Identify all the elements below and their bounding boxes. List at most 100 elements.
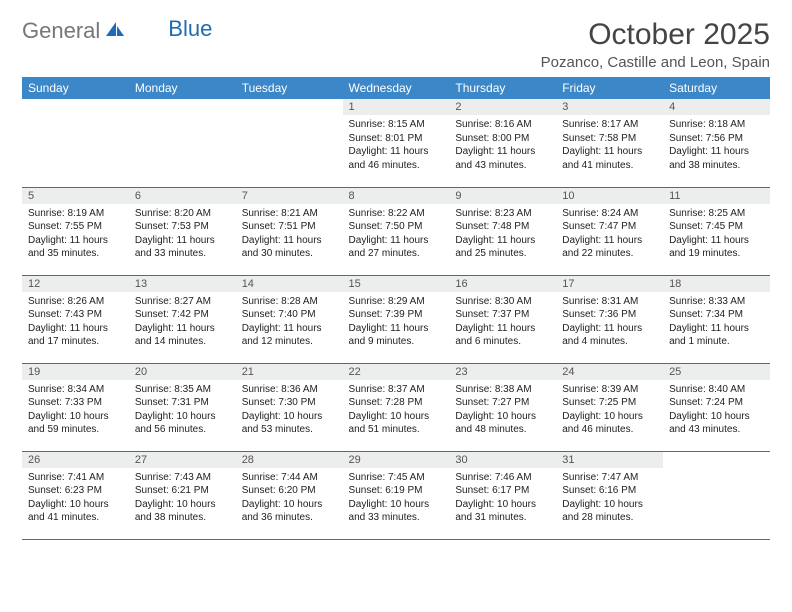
day-details: Sunrise: 8:40 AMSunset: 7:24 PMDaylight:… bbox=[663, 380, 770, 440]
weekday-header: Thursday bbox=[449, 77, 556, 99]
day-number: 25 bbox=[663, 364, 770, 380]
day-details: Sunrise: 8:24 AMSunset: 7:47 PMDaylight:… bbox=[556, 204, 663, 264]
calendar-cell: 7Sunrise: 8:21 AMSunset: 7:51 PMDaylight… bbox=[236, 187, 343, 275]
month-title: October 2025 bbox=[541, 18, 770, 52]
calendar-cell: 25Sunrise: 8:40 AMSunset: 7:24 PMDayligh… bbox=[663, 363, 770, 451]
day-details bbox=[663, 456, 770, 462]
calendar-row: 26Sunrise: 7:41 AMSunset: 6:23 PMDayligh… bbox=[22, 451, 770, 539]
calendar-cell: 8Sunrise: 8:22 AMSunset: 7:50 PMDaylight… bbox=[343, 187, 450, 275]
calendar-cell: 10Sunrise: 8:24 AMSunset: 7:47 PMDayligh… bbox=[556, 187, 663, 275]
day-details: Sunrise: 8:25 AMSunset: 7:45 PMDaylight:… bbox=[663, 204, 770, 264]
day-number: 18 bbox=[663, 276, 770, 292]
calendar-row: 19Sunrise: 8:34 AMSunset: 7:33 PMDayligh… bbox=[22, 363, 770, 451]
calendar-cell: 28Sunrise: 7:44 AMSunset: 6:20 PMDayligh… bbox=[236, 451, 343, 539]
day-details: Sunrise: 8:39 AMSunset: 7:25 PMDaylight:… bbox=[556, 380, 663, 440]
day-number: 7 bbox=[236, 188, 343, 204]
day-details: Sunrise: 8:36 AMSunset: 7:30 PMDaylight:… bbox=[236, 380, 343, 440]
weekday-header: Friday bbox=[556, 77, 663, 99]
calendar-cell bbox=[663, 451, 770, 539]
day-number: 28 bbox=[236, 452, 343, 468]
day-details: Sunrise: 8:38 AMSunset: 7:27 PMDaylight:… bbox=[449, 380, 556, 440]
day-details bbox=[22, 103, 129, 109]
calendar-cell: 12Sunrise: 8:26 AMSunset: 7:43 PMDayligh… bbox=[22, 275, 129, 363]
calendar-cell: 27Sunrise: 7:43 AMSunset: 6:21 PMDayligh… bbox=[129, 451, 236, 539]
day-details: Sunrise: 8:37 AMSunset: 7:28 PMDaylight:… bbox=[343, 380, 450, 440]
logo: General Blue bbox=[22, 18, 212, 44]
day-number: 13 bbox=[129, 276, 236, 292]
day-details: Sunrise: 8:23 AMSunset: 7:48 PMDaylight:… bbox=[449, 204, 556, 264]
day-details: Sunrise: 8:22 AMSunset: 7:50 PMDaylight:… bbox=[343, 204, 450, 264]
calendar-cell: 31Sunrise: 7:47 AMSunset: 6:16 PMDayligh… bbox=[556, 451, 663, 539]
day-details: Sunrise: 8:33 AMSunset: 7:34 PMDaylight:… bbox=[663, 292, 770, 352]
day-number: 19 bbox=[22, 364, 129, 380]
day-details bbox=[129, 103, 236, 109]
calendar-cell: 20Sunrise: 8:35 AMSunset: 7:31 PMDayligh… bbox=[129, 363, 236, 451]
location: Pozanco, Castille and Leon, Spain bbox=[541, 54, 770, 71]
day-number: 21 bbox=[236, 364, 343, 380]
day-details: Sunrise: 8:34 AMSunset: 7:33 PMDaylight:… bbox=[22, 380, 129, 440]
calendar-cell: 2Sunrise: 8:16 AMSunset: 8:00 PMDaylight… bbox=[449, 99, 556, 187]
day-number: 23 bbox=[449, 364, 556, 380]
day-number: 16 bbox=[449, 276, 556, 292]
day-number: 31 bbox=[556, 452, 663, 468]
day-details bbox=[236, 103, 343, 109]
day-number: 30 bbox=[449, 452, 556, 468]
day-details: Sunrise: 8:16 AMSunset: 8:00 PMDaylight:… bbox=[449, 115, 556, 175]
calendar-cell: 3Sunrise: 8:17 AMSunset: 7:58 PMDaylight… bbox=[556, 99, 663, 187]
calendar-cell: 9Sunrise: 8:23 AMSunset: 7:48 PMDaylight… bbox=[449, 187, 556, 275]
day-number: 11 bbox=[663, 188, 770, 204]
calendar-cell: 14Sunrise: 8:28 AMSunset: 7:40 PMDayligh… bbox=[236, 275, 343, 363]
weekday-header: Wednesday bbox=[343, 77, 450, 99]
day-number: 27 bbox=[129, 452, 236, 468]
weekday-header-row: SundayMondayTuesdayWednesdayThursdayFrid… bbox=[22, 77, 770, 99]
day-details: Sunrise: 8:28 AMSunset: 7:40 PMDaylight:… bbox=[236, 292, 343, 352]
calendar-cell: 22Sunrise: 8:37 AMSunset: 7:28 PMDayligh… bbox=[343, 363, 450, 451]
day-details: Sunrise: 7:41 AMSunset: 6:23 PMDaylight:… bbox=[22, 468, 129, 528]
calendar-cell: 21Sunrise: 8:36 AMSunset: 7:30 PMDayligh… bbox=[236, 363, 343, 451]
calendar-cell: 1Sunrise: 8:15 AMSunset: 8:01 PMDaylight… bbox=[343, 99, 450, 187]
logo-text-2: Blue bbox=[168, 16, 212, 42]
day-details: Sunrise: 8:27 AMSunset: 7:42 PMDaylight:… bbox=[129, 292, 236, 352]
calendar-cell: 23Sunrise: 8:38 AMSunset: 7:27 PMDayligh… bbox=[449, 363, 556, 451]
day-number: 9 bbox=[449, 188, 556, 204]
calendar-cell: 15Sunrise: 8:29 AMSunset: 7:39 PMDayligh… bbox=[343, 275, 450, 363]
logo-text-1: General bbox=[22, 18, 100, 44]
day-details: Sunrise: 8:30 AMSunset: 7:37 PMDaylight:… bbox=[449, 292, 556, 352]
day-details: Sunrise: 7:47 AMSunset: 6:16 PMDaylight:… bbox=[556, 468, 663, 528]
day-details: Sunrise: 8:26 AMSunset: 7:43 PMDaylight:… bbox=[22, 292, 129, 352]
day-details: Sunrise: 8:21 AMSunset: 7:51 PMDaylight:… bbox=[236, 204, 343, 264]
day-details: Sunrise: 8:15 AMSunset: 8:01 PMDaylight:… bbox=[343, 115, 450, 175]
day-details: Sunrise: 7:45 AMSunset: 6:19 PMDaylight:… bbox=[343, 468, 450, 528]
day-details: Sunrise: 7:46 AMSunset: 6:17 PMDaylight:… bbox=[449, 468, 556, 528]
day-number: 24 bbox=[556, 364, 663, 380]
day-number: 26 bbox=[22, 452, 129, 468]
day-number: 1 bbox=[343, 99, 450, 115]
day-details: Sunrise: 8:17 AMSunset: 7:58 PMDaylight:… bbox=[556, 115, 663, 175]
day-number: 4 bbox=[663, 99, 770, 115]
sail-icon bbox=[104, 18, 126, 44]
calendar-cell bbox=[236, 99, 343, 187]
title-block: October 2025 Pozanco, Castille and Leon,… bbox=[541, 18, 770, 71]
day-number: 8 bbox=[343, 188, 450, 204]
calendar-cell: 16Sunrise: 8:30 AMSunset: 7:37 PMDayligh… bbox=[449, 275, 556, 363]
calendar-cell: 6Sunrise: 8:20 AMSunset: 7:53 PMDaylight… bbox=[129, 187, 236, 275]
weekday-header: Saturday bbox=[663, 77, 770, 99]
day-number: 14 bbox=[236, 276, 343, 292]
day-details: Sunrise: 8:31 AMSunset: 7:36 PMDaylight:… bbox=[556, 292, 663, 352]
day-number: 10 bbox=[556, 188, 663, 204]
calendar-cell: 13Sunrise: 8:27 AMSunset: 7:42 PMDayligh… bbox=[129, 275, 236, 363]
weekday-header: Sunday bbox=[22, 77, 129, 99]
calendar-cell bbox=[129, 99, 236, 187]
day-details: Sunrise: 7:44 AMSunset: 6:20 PMDaylight:… bbox=[236, 468, 343, 528]
calendar-cell: 5Sunrise: 8:19 AMSunset: 7:55 PMDaylight… bbox=[22, 187, 129, 275]
day-details: Sunrise: 8:35 AMSunset: 7:31 PMDaylight:… bbox=[129, 380, 236, 440]
calendar-table: SundayMondayTuesdayWednesdayThursdayFrid… bbox=[22, 77, 770, 540]
day-number: 22 bbox=[343, 364, 450, 380]
day-number: 3 bbox=[556, 99, 663, 115]
day-number: 5 bbox=[22, 188, 129, 204]
day-number: 6 bbox=[129, 188, 236, 204]
calendar-cell: 29Sunrise: 7:45 AMSunset: 6:19 PMDayligh… bbox=[343, 451, 450, 539]
calendar-cell: 11Sunrise: 8:25 AMSunset: 7:45 PMDayligh… bbox=[663, 187, 770, 275]
day-details: Sunrise: 8:18 AMSunset: 7:56 PMDaylight:… bbox=[663, 115, 770, 175]
calendar-cell: 30Sunrise: 7:46 AMSunset: 6:17 PMDayligh… bbox=[449, 451, 556, 539]
